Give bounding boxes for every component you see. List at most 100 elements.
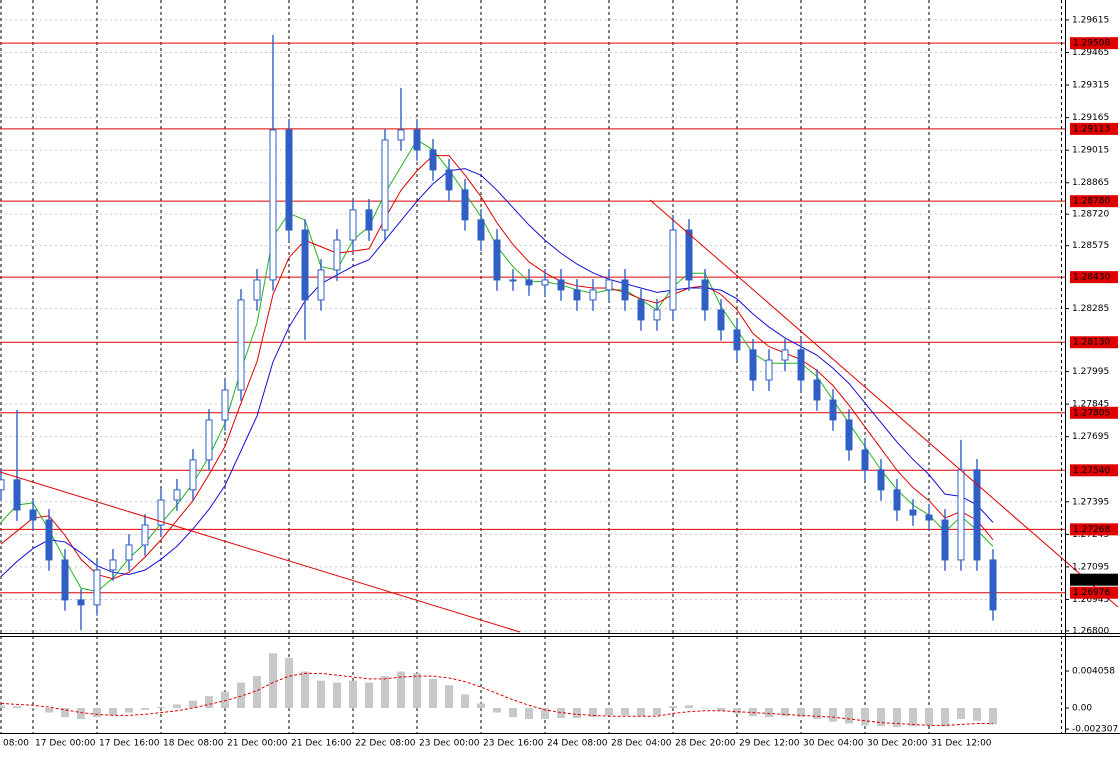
candle-body	[925, 514, 933, 521]
candle-body	[845, 419, 853, 451]
oscillator-bar	[701, 708, 709, 709]
x-tick-label: 30 Dec 04:00	[803, 739, 864, 749]
y-tick-label: 1.28575	[1072, 241, 1109, 251]
candle-body	[493, 239, 501, 281]
candle-body	[877, 469, 885, 491]
oscillator-bar	[61, 708, 69, 718]
level-tag	[1070, 122, 1118, 135]
candle-body	[573, 289, 581, 301]
oscillator-bar	[493, 708, 501, 713]
candle-body	[365, 209, 373, 231]
candle-body	[205, 419, 213, 461]
candle-body	[429, 149, 437, 171]
x-tick-label: 24 Dec 08:00	[547, 739, 608, 749]
oscillator-bar	[621, 708, 629, 716]
x-tick-label: 31 Dec 12:00	[931, 739, 992, 749]
level-tag	[1070, 37, 1118, 50]
oscillator-bar	[29, 708, 37, 709]
x-tick-label: 18 Dec 08:00	[163, 739, 224, 749]
candle-body	[61, 559, 69, 601]
candle-body	[557, 279, 565, 291]
oscillator-bar	[765, 708, 773, 718]
y-tick-label: 1.27845	[1072, 400, 1109, 410]
oscillator-bar	[733, 708, 741, 714]
x-tick-label: 21 Dec 00:00	[227, 739, 288, 749]
y-tick-label: 1.26945	[1072, 595, 1109, 605]
trend-line	[649, 199, 1119, 608]
candle-body	[413, 129, 421, 151]
candle-body	[637, 299, 645, 321]
level-label: 1.27805	[1073, 408, 1110, 418]
oscillator-bar	[317, 680, 325, 709]
oscillator-bar	[909, 708, 917, 727]
x-tick-label: 29 Dec 12:00	[739, 739, 800, 749]
candle-body	[0, 479, 5, 491]
candle-body	[829, 399, 837, 421]
candle-body	[45, 519, 53, 561]
x-tick-label: 28 Dec 20:00	[675, 739, 736, 749]
y-tick-label: -0.002307	[1072, 725, 1118, 735]
oscillator-bar	[461, 694, 469, 709]
candle-body	[477, 219, 485, 241]
y-tick-label: 1.29315	[1072, 81, 1109, 91]
level-label: 1.27268	[1073, 525, 1110, 535]
candle-body	[653, 309, 661, 321]
oscillator-bar	[205, 696, 213, 709]
y-tick-label: 1.29165	[1072, 113, 1109, 123]
level-label: 1.26976	[1073, 588, 1110, 598]
oscillator-bar	[189, 700, 197, 709]
oscillator-bar	[0, 705, 5, 709]
candle-body	[301, 229, 309, 301]
oscillator-bar	[381, 676, 389, 709]
oscillator-bar	[653, 708, 661, 716]
oscillator-bar	[573, 708, 581, 719]
candle-body	[973, 469, 981, 561]
candle-body	[941, 519, 949, 561]
candle-body	[685, 229, 693, 281]
oscillator-bar	[109, 708, 117, 716]
level-tag	[1070, 464, 1118, 477]
label-layer: 1.29615 1.29465 1.29315 1.29165 1.29015 1.288…	[3, 15, 1118, 748]
oscillator-bar	[973, 708, 981, 721]
oscillator-bar	[957, 708, 965, 719]
y-tick-label: 1.28285	[1072, 304, 1109, 314]
y-tick-label: 0.00	[1072, 704, 1092, 714]
candle-body	[29, 509, 37, 521]
level-label: 1.28780	[1073, 197, 1110, 207]
oscillator-bar	[253, 676, 261, 709]
candle-body	[141, 524, 149, 546]
candle-body	[333, 239, 341, 271]
candle-body	[813, 379, 821, 401]
y-tick-label: 1.27995	[1072, 367, 1109, 377]
x-tick-label: 17 Dec 16:00	[99, 739, 160, 749]
oscillator-bar	[77, 708, 85, 719]
oscillator-bar	[845, 708, 853, 724]
candle-body	[509, 279, 517, 282]
oscillator-bar	[829, 708, 837, 722]
candle-body	[749, 349, 757, 381]
level-tag	[1070, 406, 1118, 419]
candle-body	[397, 129, 405, 141]
candle-body	[525, 279, 533, 286]
level-label: 1.29508	[1073, 39, 1110, 49]
candle-body	[349, 209, 357, 241]
oscillator-bar	[813, 708, 821, 719]
oscillator-bar	[509, 708, 517, 718]
oscillator-bar	[13, 706, 21, 709]
oscillator-bar	[589, 708, 597, 718]
candle-body	[957, 469, 965, 561]
x-tick-label: 23 Dec 00:00	[419, 739, 480, 749]
level-tag	[1070, 336, 1118, 349]
oscillator-bar	[925, 708, 933, 726]
candle-body	[669, 229, 677, 311]
candle-body	[989, 559, 997, 611]
level-label: 1.29113	[1073, 124, 1110, 134]
oscillator-bar	[141, 708, 149, 710]
y-tick-label: 1.27695	[1072, 432, 1109, 442]
oscillator-bar	[445, 685, 453, 709]
candle-body	[189, 459, 197, 491]
oscillator-bar	[525, 708, 533, 719]
oscillator-bar	[413, 673, 421, 709]
